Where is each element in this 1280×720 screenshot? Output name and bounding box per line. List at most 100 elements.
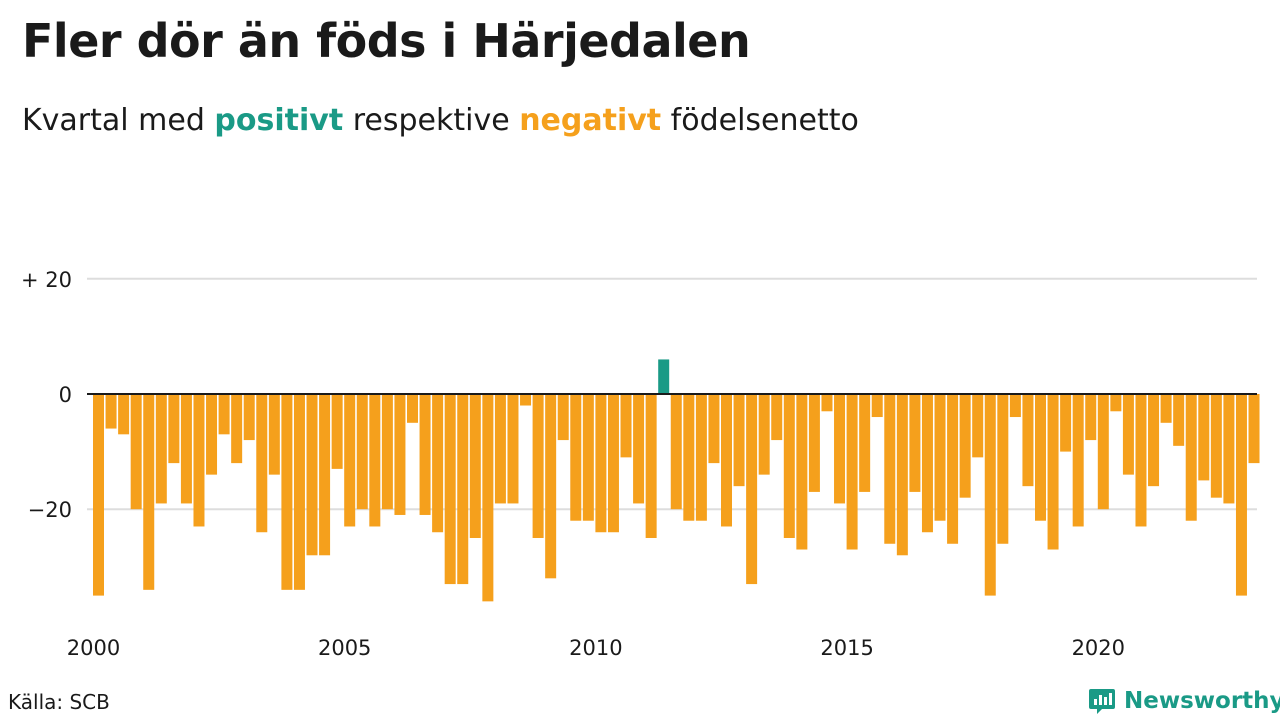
bar-negative xyxy=(708,394,720,464)
bar-negative xyxy=(645,394,657,538)
bar-positive xyxy=(658,359,670,394)
x-tick-label: 2010 xyxy=(569,636,622,660)
subtitle-prefix: Kvartal med xyxy=(22,103,215,138)
bar-negative xyxy=(884,394,896,544)
bar-negative xyxy=(231,394,243,464)
bar-negative xyxy=(93,394,104,596)
x-axis-ticks: 2000 2005 2010 2015 2020 xyxy=(67,636,1125,660)
bar-negative xyxy=(1060,394,1072,452)
bar-negative xyxy=(293,394,305,590)
bar-negative xyxy=(444,394,456,585)
bar-negative xyxy=(582,394,594,521)
bar-negative xyxy=(105,394,117,429)
x-tick-label: 2020 xyxy=(1072,636,1125,660)
bar-negative xyxy=(243,394,255,441)
bar-negative xyxy=(984,394,996,596)
bar-negative xyxy=(1110,394,1122,412)
bar-negative xyxy=(344,394,356,527)
bar-negative xyxy=(281,394,293,590)
bar-negative xyxy=(670,394,682,510)
bar-negative xyxy=(407,394,418,423)
newsworthy-logo-icon xyxy=(1089,689,1115,714)
brand-name: Newsworthy xyxy=(1124,688,1280,714)
bar-negative xyxy=(306,394,318,556)
bar-negative xyxy=(1047,394,1059,550)
y-tick-label: −20 xyxy=(28,498,72,522)
chart-title: Fler dör än föds i Härjedalen xyxy=(22,14,751,68)
bar-negative xyxy=(457,394,469,585)
bar-negative xyxy=(394,394,406,515)
bar-negative xyxy=(808,394,820,492)
bar-negative xyxy=(859,394,871,492)
bar-negative xyxy=(155,394,167,504)
bar-negative xyxy=(520,394,532,406)
bar-negative xyxy=(1210,394,1222,498)
bar-negative xyxy=(1235,394,1247,596)
bar-negative xyxy=(180,394,192,504)
bar-negative xyxy=(1085,394,1097,441)
bar-negative xyxy=(218,394,230,435)
bar-negative xyxy=(1097,394,1109,510)
bar-negative xyxy=(1223,394,1235,504)
bar-negative xyxy=(331,394,343,469)
bar-negative xyxy=(1160,394,1172,423)
subtitle-positive-word: positivt xyxy=(214,103,344,138)
bar-negative xyxy=(595,394,607,533)
bar-negative xyxy=(356,394,368,510)
bar-negative xyxy=(1173,394,1185,446)
bar-negative xyxy=(959,394,971,498)
bar-negative xyxy=(469,394,481,538)
bar-negative xyxy=(721,394,732,527)
bar-negative xyxy=(972,394,984,458)
bar-negative xyxy=(997,394,1009,544)
x-tick-label: 2005 xyxy=(318,636,371,660)
bar-negative xyxy=(1122,394,1134,475)
source-note: Källa: SCB xyxy=(8,690,110,714)
bar-negative xyxy=(834,394,846,504)
bar-negative xyxy=(130,394,142,510)
bar-negative xyxy=(871,394,883,418)
y-tick-label: + 20 xyxy=(21,268,72,292)
chart-subtitle: Kvartal med positivt respektive negativt… xyxy=(22,100,859,142)
bar-negative xyxy=(256,394,268,533)
bar-negative xyxy=(143,394,155,590)
bar-negative xyxy=(695,394,707,521)
bar-negative xyxy=(683,394,695,521)
subtitle-suffix: födelsenetto xyxy=(661,103,859,138)
bars xyxy=(93,359,1260,602)
bar-negative xyxy=(758,394,770,475)
bar-negative xyxy=(532,394,544,538)
bar-negative xyxy=(482,394,494,602)
bar-negative xyxy=(771,394,783,441)
bar-negative xyxy=(1135,394,1147,527)
bar-negative xyxy=(507,394,519,504)
bar-negative xyxy=(545,394,557,579)
bar-negative xyxy=(494,394,506,504)
bar-negative xyxy=(1035,394,1046,521)
bar-negative xyxy=(783,394,795,538)
y-axis-ticks: + 20 0 −20 xyxy=(21,268,72,522)
bar-negative xyxy=(909,394,921,492)
bar-negative xyxy=(620,394,632,458)
bar-negative xyxy=(733,394,745,487)
bar-negative xyxy=(921,394,933,533)
bar-negative xyxy=(846,394,858,550)
subtitle-negative-word: negativt xyxy=(519,103,662,138)
bar-negative xyxy=(821,394,833,412)
y-tick-label: 0 xyxy=(59,383,72,407)
bar-negative xyxy=(570,394,582,521)
bar-negative xyxy=(1009,394,1021,418)
bar-negative xyxy=(369,394,381,527)
bar-negative xyxy=(1185,394,1197,521)
bar-negative xyxy=(746,394,758,585)
bar-negative xyxy=(934,394,946,521)
bar-negative xyxy=(557,394,569,441)
bar-negative xyxy=(381,394,393,510)
bar-negative xyxy=(193,394,205,527)
bar-negative xyxy=(206,394,218,475)
bar-negative xyxy=(1248,394,1260,464)
bar-negative xyxy=(268,394,280,475)
bar-negative xyxy=(419,394,431,515)
bar-negative xyxy=(118,394,130,435)
bar-negative xyxy=(633,394,645,504)
